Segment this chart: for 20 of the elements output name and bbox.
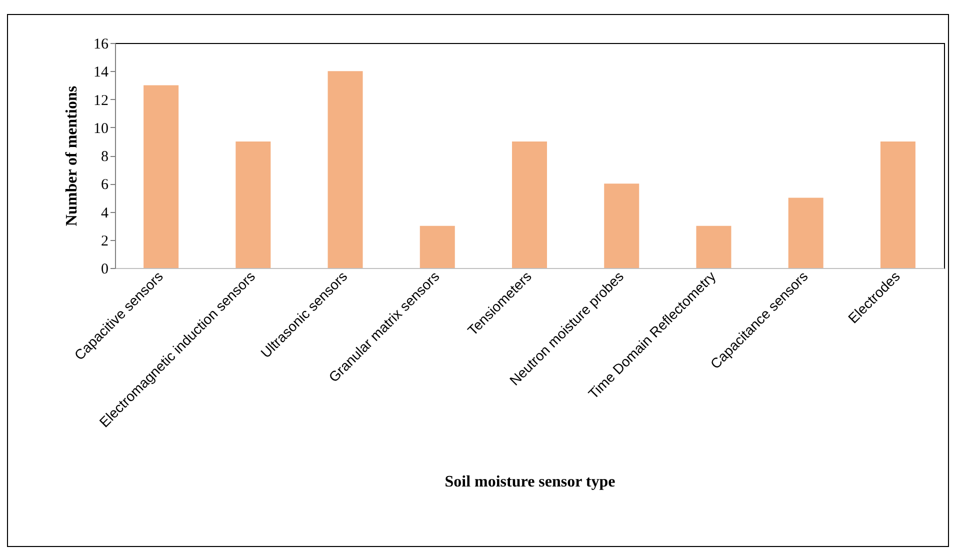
bar [144,85,179,268]
y-tick-label: 10 [94,120,108,137]
bar [236,141,271,268]
y-tick-label: 2 [101,233,108,250]
y-tick-label: 4 [101,205,109,222]
bar [328,71,363,268]
bar [788,198,824,268]
bar [604,184,640,268]
y-tick-label: 0 [101,262,108,278]
bar [512,141,547,268]
y-tick-label: 6 [101,177,109,194]
y-tick-label: 16 [94,36,109,52]
y-tick-label: 14 [94,64,109,81]
y-axis-title: Number of mentions [64,86,80,226]
x-axis-title: Soil moisture sensor type [444,474,616,490]
y-tick-label: 12 [94,92,108,109]
bar [420,226,455,268]
bar [696,226,732,268]
y-tick-label: 8 [101,149,108,165]
bar [880,141,916,268]
